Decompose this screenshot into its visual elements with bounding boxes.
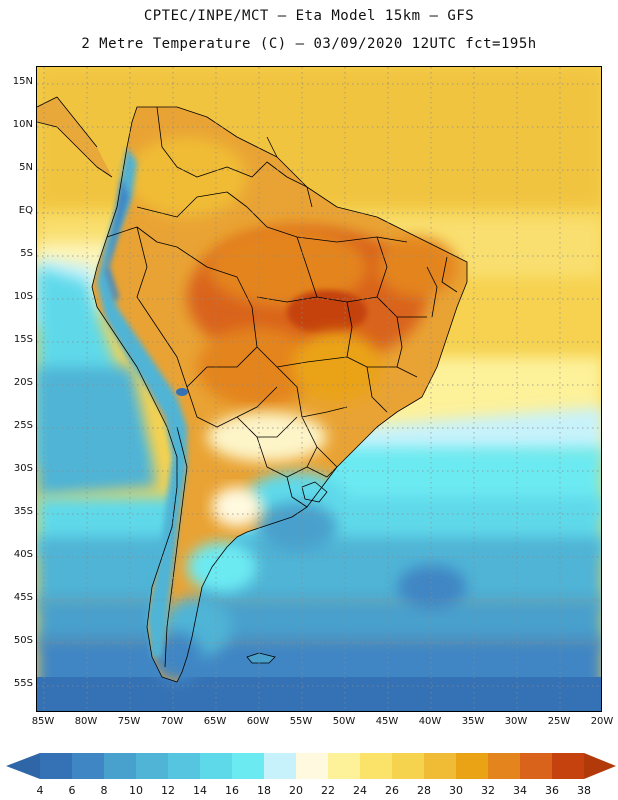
lat-label: 40S [13,549,33,560]
lon-label: 50W [332,716,356,727]
lat-label: 10N [12,119,33,130]
colorbar-swatch [520,753,552,779]
colorbar-label: 10 [129,784,143,797]
lon-label: 60W [246,716,270,727]
colorbar-label: 6 [68,784,76,797]
lat-label: 5S [20,248,33,259]
colorbar-label: 22 [321,784,335,797]
colorbar-label: 28 [417,784,431,797]
colorbar-label: 26 [385,784,399,797]
map-title-line2: 2 Metre Temperature (C) – 03/09/2020 12U… [81,36,537,52]
colorbar-low-arrow [6,753,40,779]
lon-label: 25W [547,716,571,727]
lat-label: 50S [13,635,33,646]
lon-label: 70W [160,716,184,727]
lon-label: 75W [117,716,141,727]
colorbar-swatch [360,753,392,779]
lon-label: 55W [289,716,313,727]
lon-label: 30W [504,716,528,727]
lon-label: 45W [375,716,399,727]
colorbar-swatch [552,753,584,779]
colorbar-label: 38 [577,784,591,797]
lat-label: 20S [13,377,33,388]
lat-label: 55S [13,678,33,689]
lon-label: 65W [203,716,227,727]
south-america-landmass [37,97,467,682]
lat-label: 25S [13,420,33,431]
lon-label: 35W [461,716,485,727]
colorbar-swatch [104,753,136,779]
colorbar-swatch [328,753,360,779]
lat-label: 10S [13,291,33,302]
map-title-line1: CPTEC/INPE/MCT – Eta Model 15km – GFS [143,8,475,24]
colorbar-label: 36 [545,784,559,797]
colorbar-swatch [392,753,424,779]
lat-label: 30S [13,463,33,474]
colorbar-label: 14 [193,784,207,797]
lat-label: 15N [12,76,33,87]
colorbar-label: 32 [481,784,495,797]
lon-label: 20W [590,716,614,727]
ocean-temperature-field [37,67,601,711]
lat-label: 15S [13,334,33,345]
lon-label: 80W [74,716,98,727]
temperature-map [37,67,601,711]
colorbar-label: 4 [36,784,44,797]
colorbar-label: 30 [449,784,463,797]
colorbar-high-arrow [584,753,616,779]
colorbar-label: 24 [353,784,367,797]
lon-label: 40W [418,716,442,727]
colorbar-swatch [488,753,520,779]
colorbar-swatch [232,753,264,779]
colorbar-label: 34 [513,784,527,797]
colorbar-swatch [168,753,200,779]
map-panel [36,66,602,712]
colorbar-swatch [296,753,328,779]
lat-label: 5N [19,162,33,173]
colorbar-label: 16 [225,784,239,797]
colorbar-label: 12 [161,784,175,797]
lat-label: 45S [13,592,33,603]
lat-label: EQ [18,205,33,216]
colorbar-swatch [264,753,296,779]
colorbar-swatch [40,753,72,779]
colorbar-swatch [136,753,168,779]
colorbar-swatch [456,753,488,779]
country-borders [37,96,468,683]
colorbar-swatch [424,753,456,779]
lat-label: 35S [13,506,33,517]
colorbar-label: 20 [289,784,303,797]
colorbar-swatch [72,753,104,779]
colorbar-swatch [200,753,232,779]
colorbar-label: 8 [100,784,108,797]
colorbar [6,753,616,779]
colorbar-label: 18 [257,784,271,797]
lon-label: 85W [31,716,55,727]
